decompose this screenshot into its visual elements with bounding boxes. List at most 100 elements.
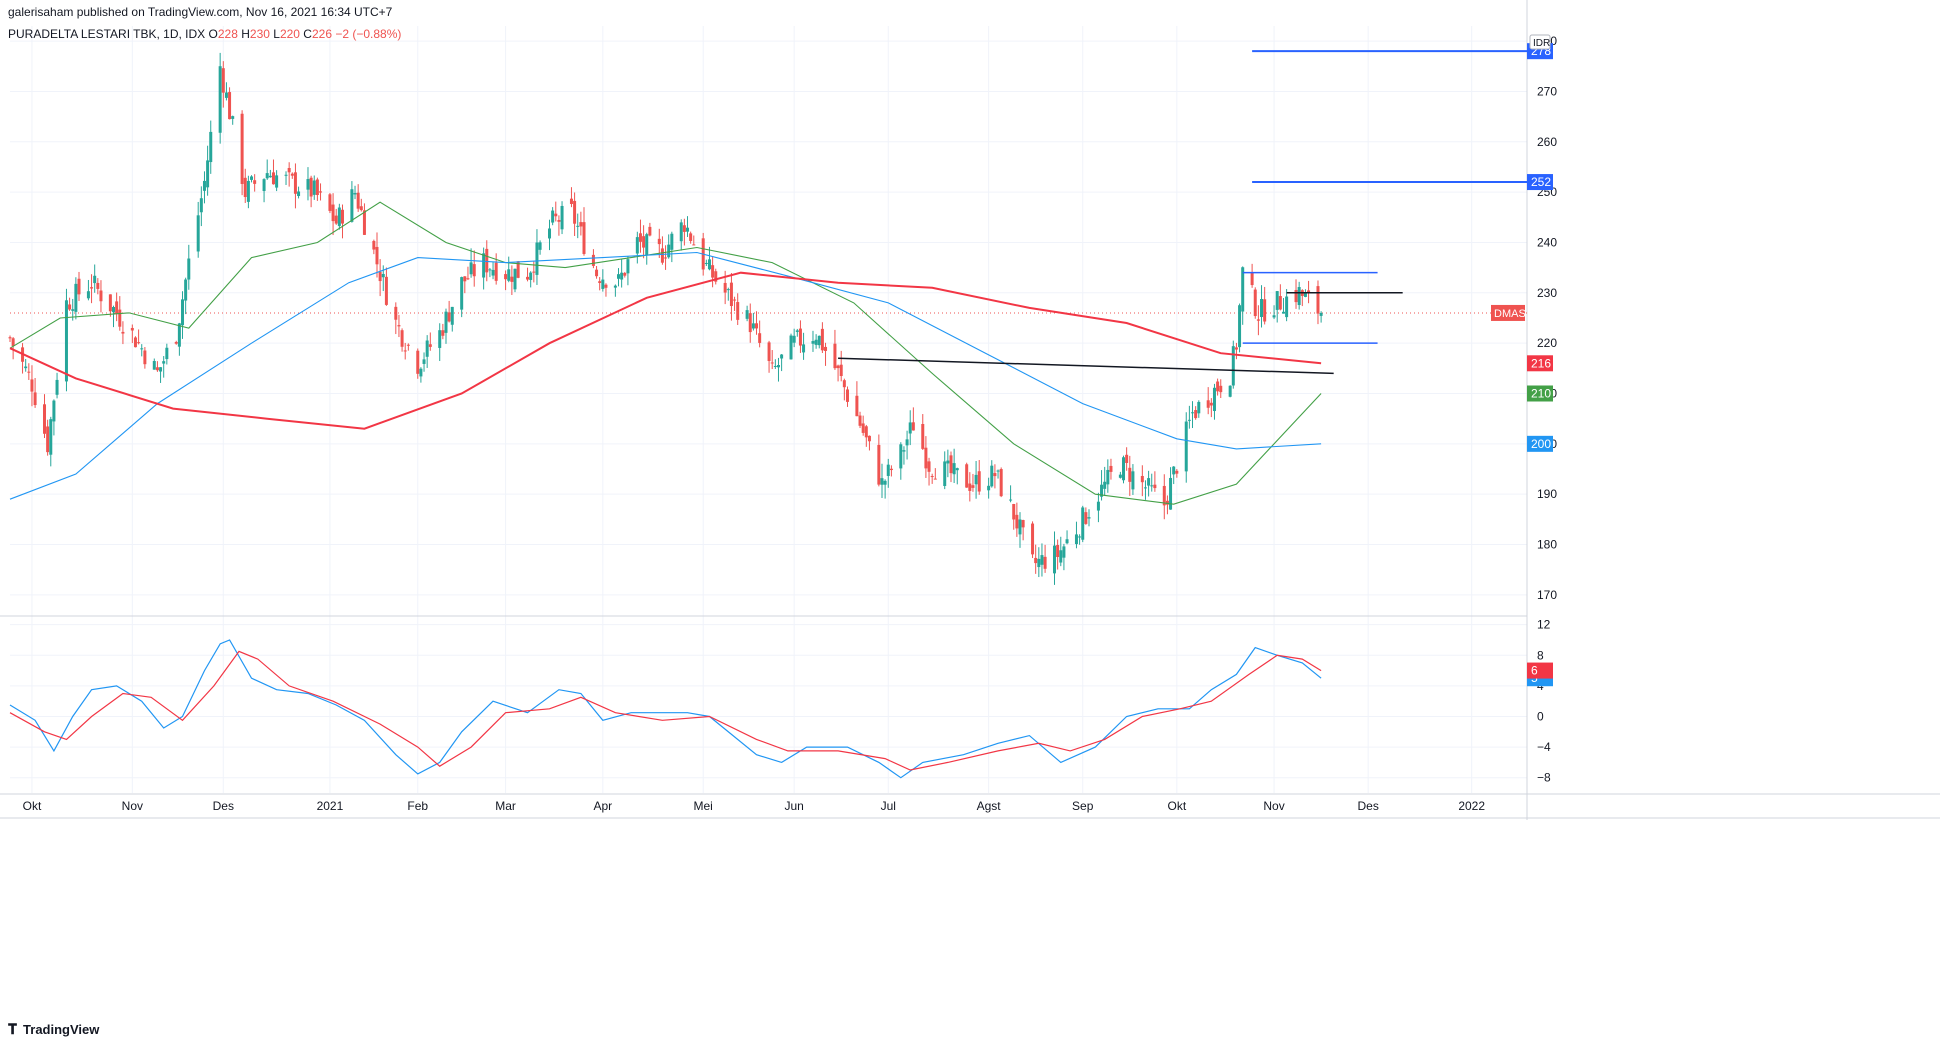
candle-body	[337, 207, 341, 226]
candle-body	[425, 340, 429, 357]
ma-red-line	[9, 271, 1322, 430]
candle-body	[767, 342, 771, 362]
candle-body	[1118, 474, 1122, 478]
candle-body	[635, 237, 639, 254]
price-axis-label: 216	[1531, 356, 1551, 370]
candle-body	[1316, 286, 1320, 314]
candle-body	[1184, 421, 1188, 472]
candle-body	[1191, 412, 1195, 414]
candle-body	[181, 299, 185, 326]
tradingview-logo-icon: 𝐓	[8, 1021, 18, 1037]
candle-body	[46, 426, 50, 453]
candle-body	[112, 307, 116, 313]
oscillator-tick-label: −4	[1537, 740, 1551, 754]
candle-body	[1153, 484, 1157, 489]
candle-body	[152, 361, 156, 370]
candle-body	[422, 359, 426, 364]
time-tick-label: Sep	[1072, 799, 1094, 813]
candle-body	[400, 330, 404, 347]
candle-body	[792, 335, 796, 343]
candle-body	[613, 285, 617, 288]
candle-body	[670, 233, 674, 250]
candle-body	[990, 465, 994, 487]
candle-body	[971, 485, 975, 488]
candle-body	[1062, 546, 1066, 558]
candle-body	[526, 276, 530, 280]
candle-body	[340, 209, 344, 224]
candle-body	[49, 419, 53, 455]
candle-body	[529, 272, 533, 280]
candle-body	[626, 259, 630, 274]
candle-body	[33, 392, 37, 406]
candle-body	[184, 279, 188, 301]
candle-body	[253, 180, 257, 184]
price-axis-label-bg	[1527, 355, 1553, 372]
candle-body	[1216, 381, 1220, 392]
candle-body	[548, 228, 552, 239]
oscillator-tick-label: −8	[1537, 771, 1551, 785]
candle-body	[679, 222, 683, 242]
legend-symbol: PURADELTA LESTARI TBK, 1D, IDX	[8, 27, 209, 41]
time-tick-label: Agst	[977, 799, 1002, 813]
candle-body	[466, 278, 470, 280]
candle-body	[751, 323, 755, 329]
candle-body	[315, 179, 319, 196]
candle-body	[908, 422, 912, 434]
legend-open-value: 228	[218, 27, 241, 41]
price-tick-label: 170	[1537, 588, 1557, 602]
oscillator-axis-label-bg	[1527, 662, 1553, 679]
candle-body	[877, 444, 881, 485]
candle-body	[406, 344, 410, 346]
candle-body	[1234, 347, 1238, 350]
candle-body	[96, 282, 100, 289]
candle-body	[686, 227, 690, 232]
candle-body	[206, 160, 210, 188]
candle-body	[494, 262, 498, 281]
candle-body	[1209, 402, 1213, 406]
ma-green-line	[9, 201, 1322, 505]
candle-body	[733, 299, 737, 301]
candle-body	[598, 281, 602, 283]
candle-body	[359, 206, 363, 211]
candle-body	[714, 271, 718, 282]
candle-body	[428, 344, 432, 347]
candle-body	[362, 210, 366, 235]
candle-body	[736, 302, 740, 320]
price-axis-label: 252	[1531, 175, 1551, 189]
candle-body	[921, 423, 925, 449]
time-tick-label: Mar	[495, 799, 516, 813]
candle-body	[1140, 475, 1144, 483]
candle-body	[1078, 536, 1082, 538]
candle-body	[265, 173, 269, 179]
candle-body	[880, 478, 884, 485]
candle-body	[579, 222, 583, 227]
candle-body	[711, 265, 715, 278]
candle-body	[1147, 478, 1151, 486]
candle-body	[1131, 471, 1135, 490]
candle-body	[469, 262, 473, 275]
candle-body	[297, 191, 301, 197]
candle-body	[1260, 298, 1264, 318]
candle-body	[463, 276, 467, 282]
candle-body	[290, 173, 294, 176]
candle-body	[403, 350, 407, 352]
candle-body	[977, 471, 981, 492]
candle-body	[491, 269, 495, 276]
candle-body	[133, 337, 137, 348]
candle-body	[1278, 296, 1282, 310]
currency-label: IDR	[1533, 38, 1550, 49]
candle-body	[811, 341, 815, 344]
price-axis-label-bg	[1527, 385, 1553, 402]
time-tick-label: Des	[213, 799, 234, 813]
tradingview-footer[interactable]: 𝐓 TradingView	[8, 1021, 99, 1038]
candle-body	[551, 210, 555, 223]
price-axis-label: 200	[1531, 437, 1551, 451]
candle-body	[309, 177, 313, 197]
time-tick-label: Jul	[881, 799, 896, 813]
candle-body	[620, 272, 624, 280]
candle-body	[820, 328, 824, 351]
time-tick-label: Des	[1357, 799, 1378, 813]
candle-body	[704, 262, 708, 264]
candle-body	[1150, 485, 1154, 487]
